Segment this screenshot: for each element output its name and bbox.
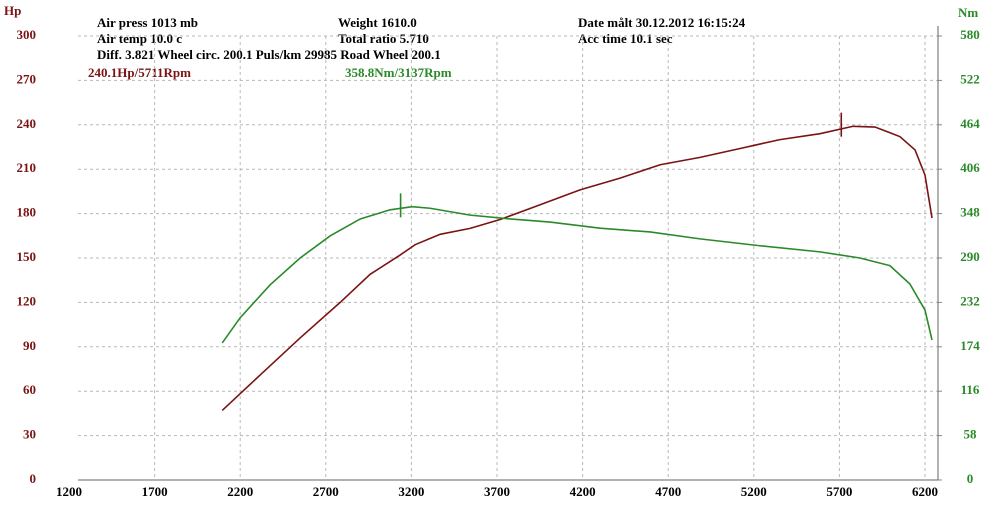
y-tick-label: 300 (17, 27, 37, 42)
x-tick-label: 4700 (655, 484, 681, 499)
peak-label: 358.8Nm/3137Rpm (345, 65, 452, 80)
y2-tick-label: 580 (960, 27, 980, 42)
x-tick-label: 2700 (313, 484, 339, 499)
x-tick-label: 1700 (142, 484, 168, 499)
line (221, 205, 933, 344)
y2-axis-title: Nm (958, 5, 978, 20)
y2-tick-label: 290 (960, 249, 980, 264)
info: Diff. 3.821 Wheel circ. 200.1 Puls/km 29… (97, 47, 441, 62)
x-tick-label: 2200 (227, 484, 253, 499)
info: Air temp 10.0 c (97, 31, 182, 46)
y2-tick-label: 522 (960, 71, 980, 86)
info: Acc time 10.1 sec (578, 31, 673, 46)
x-tick-label: 6200 (912, 484, 938, 499)
y-tick-label: 120 (17, 293, 37, 308)
y-tick-label: 210 (17, 160, 37, 175)
y2-tick-label: 232 (960, 293, 980, 308)
peak-label: 240.1Hp/5711Rpm (88, 65, 191, 80)
info: Air press 1013 mb (97, 15, 198, 30)
y2-tick-label: 464 (960, 116, 980, 131)
y2-tick-label: 0 (967, 471, 974, 486)
x-tick-label: 3700 (484, 484, 510, 499)
y-tick-label: 60 (23, 382, 36, 397)
y-tick-label: 30 (23, 427, 36, 442)
y2-tick-label: 174 (960, 338, 980, 353)
y2-tick-label: 406 (960, 160, 980, 175)
x-tick-label: 1200 (56, 484, 82, 499)
y2-tick-label: 58 (964, 427, 978, 442)
line (221, 125, 933, 412)
x-tick-label: 5200 (741, 484, 767, 499)
x-tick-label: 3200 (398, 484, 424, 499)
y2-tick-label: 348 (960, 205, 980, 220)
y-axis-title: Hp (4, 3, 21, 18)
y-tick-label: 0 (30, 471, 37, 486)
y2-tick-label: 116 (961, 382, 980, 397)
info: Date målt 30.12.2012 16:15:24 (578, 15, 746, 30)
y-tick-label: 90 (23, 338, 36, 353)
info: Total ratio 5.710 (338, 31, 429, 46)
y-tick-label: 270 (17, 71, 37, 86)
y-tick-label: 240 (17, 116, 37, 131)
y-tick-label: 180 (17, 205, 37, 220)
x-tick-label: 4200 (570, 484, 596, 499)
x-tick-label: 5700 (826, 484, 852, 499)
info: Weight 1610.0 (338, 15, 417, 30)
y-tick-label: 150 (17, 249, 37, 264)
